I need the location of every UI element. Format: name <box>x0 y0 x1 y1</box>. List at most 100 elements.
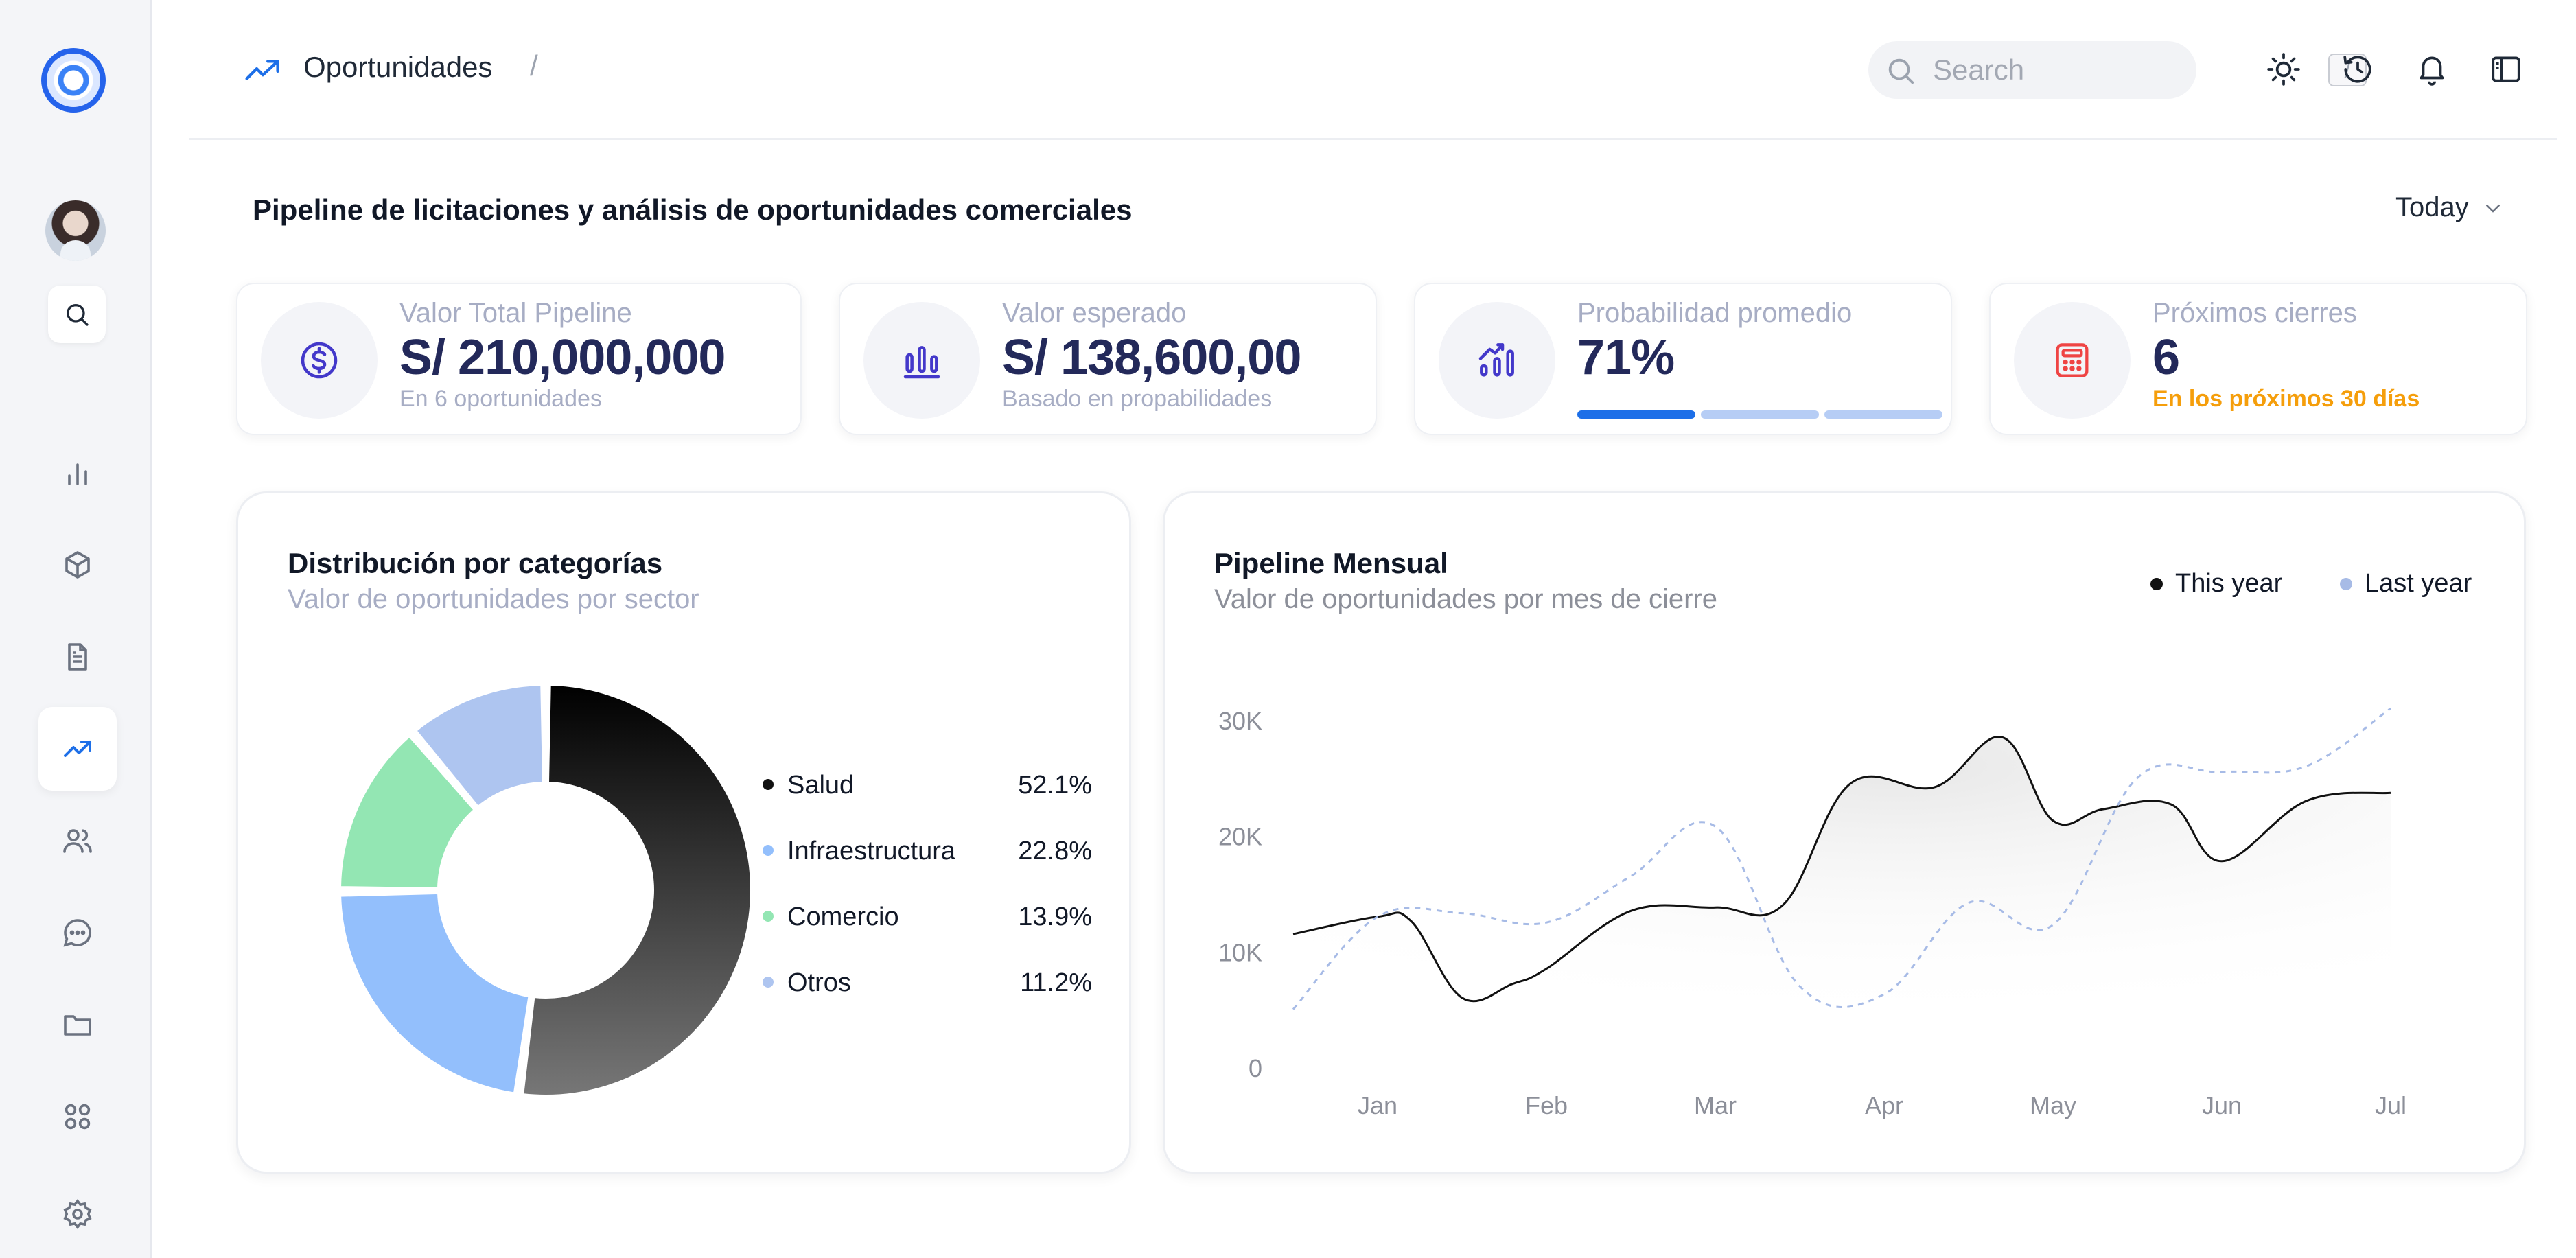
breadcrumb-separator: / <box>530 49 538 82</box>
kpi-icon-wrap <box>1439 302 1555 419</box>
bar-chart-icon <box>68 463 87 485</box>
x-tick-label: Jul <box>2375 1091 2406 1119</box>
search-box[interactable] <box>1868 41 2196 99</box>
folder-icon <box>64 1015 91 1036</box>
cube-icon <box>65 551 90 579</box>
kpi-subtext: En los próximos 30 días <box>2153 386 2420 412</box>
trending-up-icon <box>64 741 91 757</box>
legend-percentage: 22.8% <box>1018 837 1092 865</box>
sidebar-item-opportunities[interactable] <box>38 707 117 791</box>
series-area-this-year <box>1293 736 2391 1026</box>
kpi-icon-wrap <box>261 302 378 419</box>
sidebar <box>0 0 152 1258</box>
kpi-card-upcoming-closings: Próximos cierres 6 En los próximos 30 dí… <box>1989 283 2527 435</box>
legend-category: Comercio <box>787 902 899 931</box>
sidebar-item-products[interactable] <box>38 523 117 607</box>
y-tick-label: 20K <box>1218 823 1262 851</box>
date-range-select[interactable]: Today <box>2395 192 2503 223</box>
kpi-label: Probabilidad promedio <box>1577 298 1853 328</box>
series-line-last-year[interactable] <box>1292 707 2391 1010</box>
sidebar-item-documents[interactable] <box>38 615 117 699</box>
kpi-subtext: Basado en propabilidades <box>1002 386 1273 412</box>
legend-percentage: 52.1% <box>1018 771 1092 800</box>
sidebar-toggle-icon[interactable] <box>2489 52 2523 86</box>
legend-percentage: 13.9% <box>1018 902 1092 931</box>
legend-item-salud[interactable]: Salud 52.1% <box>763 767 1092 801</box>
donut-slice-comercio[interactable] <box>338 734 476 890</box>
donut-slice-infraestructura[interactable] <box>338 891 531 1095</box>
line-chart: 0 10K 20K 30K Jan Feb Mar Apr May Jun Jul <box>1218 707 2406 1119</box>
sidebar-item-settings[interactable] <box>38 1172 117 1256</box>
kpi-label: Valor esperado <box>1002 298 1187 328</box>
users-icon <box>63 829 92 853</box>
page-title: Pipeline de licitaciones y análisis de o… <box>253 194 1133 226</box>
legend-percentage: 11.2% <box>1020 968 1092 997</box>
kpi-label: Próximos cierres <box>2153 298 2357 328</box>
legend-item-comercio[interactable]: Comercio 13.9% <box>763 898 1092 933</box>
x-tick-label: Feb <box>1525 1091 1568 1119</box>
kpi-label: Valor Total Pipeline <box>399 298 632 328</box>
sidebar-item-dashboard[interactable] <box>38 431 117 515</box>
kpi-value: 6 <box>2153 330 2180 385</box>
legend-this-year[interactable]: This year <box>2150 569 2282 598</box>
legend-dot <box>763 977 774 988</box>
legend-item-otros[interactable]: Otros 11.2% <box>763 964 1092 999</box>
apps-grid-icon <box>65 1104 91 1130</box>
sun-icon[interactable] <box>2266 52 2301 86</box>
date-range-value: Today <box>2395 192 2469 222</box>
legend-category: Salud <box>787 771 855 800</box>
card-subtitle: Valor de oportunidades por mes de cierre <box>1214 584 1718 614</box>
category-distribution-card: Distribución por categorías Valor de opo… <box>236 491 1131 1174</box>
breadcrumb-title[interactable]: Oportunidades <box>303 51 493 83</box>
monthly-pipeline-card: Pipeline Mensual Valor de oportunidades … <box>1163 491 2526 1174</box>
kpi-subtext: En 6 oportunidades <box>399 386 602 412</box>
search-input[interactable] <box>1933 49 2139 91</box>
app-logo[interactable] <box>41 48 106 113</box>
legend-dot <box>2340 577 2352 590</box>
card-subtitle: Valor de oportunidades por sector <box>288 584 699 614</box>
legend-label: Last year <box>2365 569 2472 598</box>
series-line-this-year[interactable] <box>1292 736 2391 1003</box>
progress-segment <box>1701 410 1819 419</box>
kpi-icon-wrap <box>2014 302 2131 419</box>
kpi-card-expected-value: Valor esperado S/ 138,600,00 Basado en p… <box>839 283 1377 435</box>
sidebar-item-messages[interactable] <box>38 891 117 975</box>
legend-dot <box>763 845 774 856</box>
donut-slice-salud[interactable] <box>521 683 753 1097</box>
kpi-value: S/ 210,000,000 <box>399 330 726 385</box>
x-tick-label: Mar <box>1694 1091 1737 1119</box>
kpi-card-avg-probability: Probabilidad promedio 71% <box>1414 283 1952 435</box>
legend-category: Otros <box>787 968 851 997</box>
kpi-icon-wrap <box>863 302 980 419</box>
kpi-value: S/ 138,600,00 <box>1002 330 1301 385</box>
x-tick-label: May <box>2030 1091 2076 1119</box>
sidebar-item-files[interactable] <box>38 983 117 1067</box>
sidebar-search-button[interactable] <box>48 286 106 343</box>
y-tick-label: 30K <box>1218 707 1262 735</box>
dollar-circle-icon <box>301 342 338 379</box>
card-title: Distribución por categorías <box>288 547 663 579</box>
calendar-icon <box>2056 343 2089 377</box>
chat-icon <box>63 919 91 947</box>
legend-label: This year <box>2175 569 2283 598</box>
avatar[interactable] <box>45 200 106 261</box>
x-tick-label: Apr <box>1865 1091 1903 1119</box>
x-tick-label: Jan <box>1358 1091 1397 1119</box>
legend-last-year[interactable]: Last year <box>2340 569 2472 598</box>
legend-item-infraestructura[interactable]: Infraestructura 22.8% <box>763 832 1092 867</box>
legend-dot <box>763 779 774 790</box>
bell-icon[interactable] <box>2415 52 2449 86</box>
y-tick-label: 10K <box>1218 938 1262 966</box>
legend-dot <box>2150 577 2163 590</box>
search-icon <box>1888 58 1914 84</box>
progress-segment <box>1577 410 1695 419</box>
trending-up-icon <box>245 60 279 80</box>
y-tick-label: 0 <box>1249 1054 1262 1082</box>
gear-icon <box>63 1199 92 1229</box>
top-bar: Oportunidades / / <box>189 0 2557 140</box>
sidebar-item-apps[interactable] <box>38 1075 117 1158</box>
sidebar-item-users[interactable] <box>38 799 117 883</box>
history-icon[interactable] <box>2341 52 2375 86</box>
donut-slice-otros[interactable] <box>414 683 546 809</box>
progress-segment <box>1824 410 1942 419</box>
